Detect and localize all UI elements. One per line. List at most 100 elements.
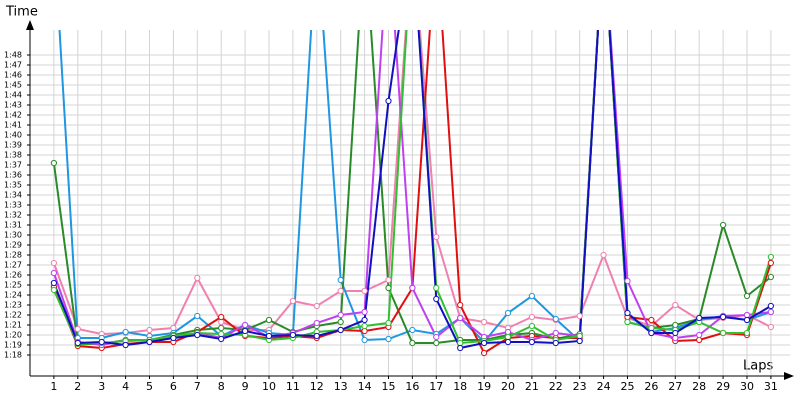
y-tick-label: 1:46 — [4, 71, 22, 80]
data-point — [528, 313, 535, 321]
data-point — [170, 334, 177, 342]
x-tick-label: 29 — [716, 380, 730, 393]
data-point — [672, 334, 679, 342]
data-point — [385, 276, 392, 284]
data-point — [672, 321, 679, 329]
data-point — [218, 335, 225, 343]
data-point — [504, 338, 512, 346]
y-tick-label: 1:37 — [4, 161, 22, 170]
data-point — [767, 323, 774, 331]
data-point — [743, 311, 751, 319]
data-point — [265, 332, 273, 340]
data-point — [767, 253, 774, 261]
data-point — [480, 318, 488, 326]
x-tick-label: 12 — [310, 380, 324, 393]
data-point — [528, 322, 535, 330]
data-point — [648, 316, 655, 324]
data-point — [433, 333, 440, 341]
y-tick-label: 1:36 — [4, 171, 22, 180]
x-tick-label: 6 — [170, 380, 177, 393]
x-tick-label: 18 — [453, 380, 467, 393]
data-point — [361, 336, 368, 344]
y-tick-label: 1:31 — [4, 221, 22, 230]
plot-area — [50, 30, 774, 357]
data-point — [50, 286, 57, 294]
y-tick-label: 1:25 — [4, 281, 22, 290]
x-tick-label: 8 — [218, 380, 225, 393]
data-point — [146, 338, 153, 346]
y-tick-label: 1:41 — [4, 121, 22, 130]
y-tick-label: 1:42 — [4, 111, 22, 120]
data-point — [337, 311, 344, 319]
x-tick-label: 23 — [573, 380, 587, 393]
data-point — [50, 159, 57, 167]
x-tick-label: 1 — [50, 380, 57, 393]
data-point — [361, 308, 368, 316]
y-tick-label: 1:45 — [4, 81, 22, 90]
data-point — [433, 295, 440, 303]
data-point — [385, 335, 392, 343]
x-tick-label: 27 — [668, 380, 682, 393]
y-tick-label: 1:23 — [4, 301, 22, 310]
data-point — [265, 316, 273, 324]
data-point — [313, 302, 320, 310]
data-point — [624, 318, 631, 326]
x-tick-label: 22 — [549, 380, 563, 393]
data-point — [289, 297, 296, 305]
x-tick-label: 21 — [525, 380, 539, 393]
y-tick-label: 1:33 — [4, 201, 22, 210]
x-tick-label: 17 — [429, 380, 443, 393]
data-point — [361, 316, 368, 324]
data-point — [696, 331, 703, 339]
data-point — [743, 329, 751, 337]
y-tick-label: 1:43 — [4, 101, 22, 110]
data-point — [194, 331, 201, 339]
data-point — [719, 221, 727, 229]
data-point — [194, 312, 201, 320]
data-point — [50, 259, 57, 267]
x-tick-label: 4 — [122, 380, 129, 393]
data-point — [409, 326, 416, 334]
data-point — [528, 338, 535, 346]
data-point — [385, 97, 392, 105]
data-point — [50, 269, 57, 277]
data-point — [600, 251, 607, 259]
data-point — [122, 341, 129, 349]
y-tick-label: 1:21 — [4, 321, 22, 330]
y-tick-label: 1:35 — [4, 181, 22, 190]
data-point — [552, 339, 559, 347]
data-point — [433, 284, 440, 292]
data-point — [313, 332, 320, 340]
y-tick-label: 1:40 — [4, 131, 22, 140]
data-point — [50, 279, 57, 287]
data-point — [648, 329, 655, 337]
data-point — [504, 328, 512, 336]
data-point — [743, 292, 751, 300]
data-point — [457, 301, 464, 309]
data-point — [218, 330, 225, 338]
x-tick-label: 2 — [74, 380, 81, 393]
x-tick-label: 7 — [194, 380, 201, 393]
data-point — [648, 324, 655, 332]
data-point — [624, 309, 631, 317]
x-axis-title: Laps — [743, 359, 773, 374]
data-point — [433, 339, 440, 347]
data-point — [457, 314, 464, 322]
y-tick-label: 1:18 — [4, 351, 22, 360]
data-point — [576, 312, 583, 320]
y-tick-label: 1:28 — [4, 251, 22, 260]
data-point — [624, 277, 631, 285]
data-point — [409, 284, 416, 292]
x-tick-label: 15 — [381, 380, 395, 393]
x-tick-label: 3 — [98, 380, 105, 393]
data-point — [552, 315, 559, 323]
data-point — [552, 329, 559, 337]
y-tick-label: 1:22 — [4, 311, 22, 320]
data-point — [767, 302, 774, 310]
data-point — [504, 333, 512, 341]
data-point — [433, 233, 440, 241]
data-point — [194, 274, 201, 282]
data-point — [480, 339, 488, 347]
data-point — [719, 329, 727, 337]
data-point — [361, 327, 368, 335]
